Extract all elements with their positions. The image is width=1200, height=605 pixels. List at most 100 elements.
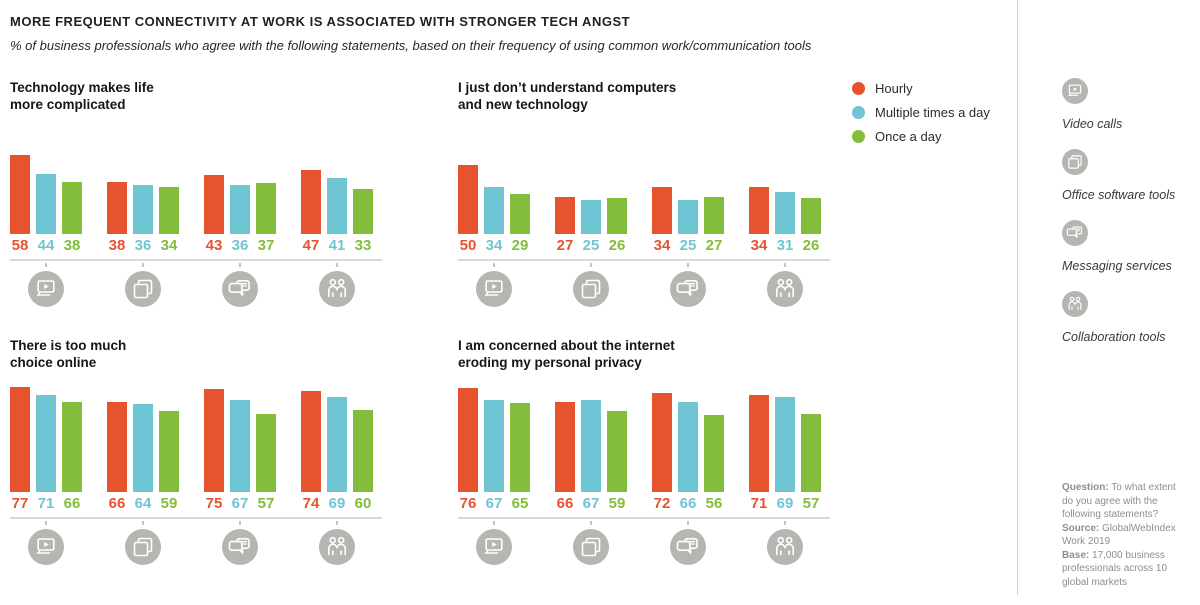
bar-hourly: [301, 391, 321, 492]
value-label: 36: [231, 237, 249, 254]
category-office-software-tools: [107, 521, 179, 565]
value-label: 27: [705, 237, 723, 254]
category-messaging-services: [204, 521, 276, 565]
value-label: 38: [108, 237, 126, 254]
value-label: 71: [37, 495, 55, 512]
chart-title: Technology makes life more complicated: [10, 80, 154, 112]
bar-group-messaging-services: [204, 175, 276, 234]
value-label: 44: [37, 237, 55, 254]
axis-tick: [493, 521, 495, 525]
value-labels-row: 77 71 66 66 64 59 75 67 57 74 69 60: [10, 495, 458, 512]
category-office-software-tools: [555, 521, 627, 565]
tool-item-collaboration-tools: Collaboration tools: [1062, 291, 1192, 344]
bar-group-collaboration-tools: [301, 170, 373, 234]
bar-multiple-times-a-day: [678, 402, 698, 492]
bar-group-office-software-tools: [555, 197, 627, 234]
value-group: 66 64 59: [107, 495, 179, 512]
value-group: 34 25 27: [652, 237, 724, 254]
bar-group-video-calls: [10, 155, 82, 234]
category-office-software-tools: [107, 263, 179, 307]
tool-item-messaging-services: Messaging services: [1062, 220, 1192, 273]
page-title: MORE FREQUENT CONNECTIVITY AT WORK IS AS…: [10, 14, 631, 29]
video-calls-icon: [476, 271, 512, 307]
bar-once-a-day: [801, 198, 821, 234]
legend-dot: [852, 82, 865, 95]
value-label: 26: [608, 237, 626, 254]
value-label: 41: [328, 237, 346, 254]
collaboration-icon: [319, 529, 355, 565]
axis-tick: [45, 521, 47, 525]
bar-multiple-times-a-day: [484, 187, 504, 234]
category-icons-row: [10, 263, 458, 307]
value-group: 27 25 26: [555, 237, 627, 254]
video-calls-icon: [1062, 78, 1088, 104]
messaging-icon: [670, 271, 706, 307]
bar-once-a-day: [510, 194, 530, 234]
value-label: 58: [11, 237, 29, 254]
bar-multiple-times-a-day: [133, 404, 153, 492]
category-collaboration-tools: [749, 521, 821, 565]
bar-plot: [458, 385, 840, 492]
value-label: 67: [582, 495, 600, 512]
video-calls-icon: [476, 529, 512, 565]
legend-item-multiple-times-a-day: Multiple times a day: [852, 105, 990, 120]
bar-once-a-day: [62, 402, 82, 492]
value-group: 71 69 57: [749, 495, 821, 512]
bar-hourly: [652, 393, 672, 492]
charts-row-bottom: There is too much choice online 77 71 66 66 64…: [10, 337, 1017, 565]
value-label: 50: [459, 237, 477, 254]
legend-item-once-a-day: Once a day: [852, 129, 990, 144]
legend-label: Hourly: [875, 81, 913, 96]
bar-plot: [10, 127, 458, 234]
value-label: 34: [160, 237, 178, 254]
office-software-icon: [573, 529, 609, 565]
axis-tick: [336, 521, 338, 525]
value-label: 66: [556, 495, 574, 512]
value-label: 38: [63, 237, 81, 254]
value-label: 33: [354, 237, 372, 254]
bar-hourly: [204, 389, 224, 492]
chart-2: There is too much choice online 77 71 66 66 64…: [10, 337, 458, 565]
video-calls-icon: [28, 271, 64, 307]
footnote-segment: Base: 17,000 business professionals acro…: [1062, 549, 1168, 588]
messaging-icon: [222, 529, 258, 565]
bar-group-collaboration-tools: [749, 395, 821, 492]
bar-hourly: [652, 187, 672, 234]
axis-tick: [239, 521, 241, 525]
value-label: 36: [134, 237, 152, 254]
bar-group-messaging-services: [652, 187, 724, 234]
bar-once-a-day: [256, 414, 276, 492]
category-video-calls: [458, 263, 530, 307]
axis-tick: [142, 521, 144, 525]
value-label: 65: [511, 495, 529, 512]
value-group: 77 71 66: [10, 495, 82, 512]
bar-group-messaging-services: [652, 393, 724, 492]
chart-1: I just don’t understand computers and new…: [458, 79, 840, 307]
bar-hourly: [749, 395, 769, 492]
bar-multiple-times-a-day: [36, 174, 56, 234]
value-label: 76: [459, 495, 477, 512]
legend-dot: [852, 106, 865, 119]
bar-once-a-day: [353, 410, 373, 492]
bar-hourly: [749, 187, 769, 234]
category-collaboration-tools: [301, 263, 373, 307]
bar-multiple-times-a-day: [775, 192, 795, 234]
bar-plot: [458, 127, 840, 234]
bar-group-office-software-tools: [555, 400, 627, 492]
bar-once-a-day: [256, 183, 276, 234]
charts-row-top: Technology makes life more complicated 58 4…: [10, 79, 1017, 307]
bar-hourly: [10, 155, 30, 234]
value-label: 71: [750, 495, 768, 512]
value-label: 31: [776, 237, 794, 254]
axis-tick: [687, 521, 689, 525]
bar-hourly: [204, 175, 224, 234]
bar-multiple-times-a-day: [133, 185, 153, 234]
value-label: 25: [679, 237, 697, 254]
value-label: 34: [750, 237, 768, 254]
value-group: 47 41 33: [301, 237, 373, 254]
office-software-icon: [573, 271, 609, 307]
value-label: 67: [485, 495, 503, 512]
value-group: 72 66 56: [652, 495, 724, 512]
bar-once-a-day: [607, 411, 627, 492]
value-group: 66 67 59: [555, 495, 627, 512]
